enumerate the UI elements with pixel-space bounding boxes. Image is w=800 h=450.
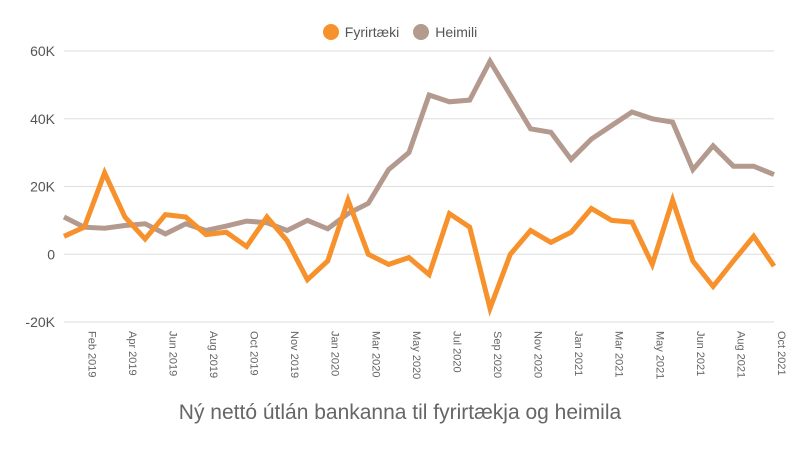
legend: Fyrirtæki Heimili [0,24,800,40]
x-tick-label: Mar 2020 [369,331,381,377]
legend-item-heimili[interactable]: Heimili [413,24,477,40]
x-tick-label: Nov 2019 [288,331,300,378]
x-axis: Feb 2019 Apr 2019 Jun 2019 Aug 2019 Oct 2019… [85,331,787,379]
x-tick-label: May 2020 [410,331,422,379]
y-tick-label: 0 [47,246,55,262]
x-tick-label: Sep 2020 [491,331,503,378]
x-tick-label: Aug 2019 [207,331,219,378]
legend-label-fyrirtaeki: Fyrirtæki [344,24,400,40]
x-tick-label: Jun 2021 [694,331,706,376]
legend-label-heimili: Heimili [435,24,478,40]
y-tick-label: -20K [25,314,55,330]
x-tick-label: Jan 2021 [572,331,584,376]
y-tick-label: 60K [30,43,56,59]
x-tick-label: Jul 2020 [450,331,462,373]
x-tick-label: Jan 2020 [329,331,341,376]
y-tick-label: 20K [30,179,56,195]
legend-item-fyrirtaeki[interactable]: Fyrirtæki [322,24,400,40]
x-tick-label: May 2021 [653,331,665,379]
x-tick-label: Oct 2019 [248,331,260,376]
x-tick-label: Mar 2021 [613,331,625,377]
x-tick-label: Oct 2021 [775,331,787,376]
x-tick-label: Apr 2019 [126,331,138,376]
grid-lines [64,50,774,323]
x-tick-label: Nov 2020 [532,331,544,378]
y-tick-label: 40K [30,111,56,127]
heimili-color-dot-icon [413,24,430,40]
y-axis: 60K 40K 20K 0 -20K [25,43,55,330]
fyrirtaeki-color-dot-icon [322,24,339,40]
series-lines [62,56,777,317]
chart-title: Ný nettó útlán bankanna til fyrirtækja o… [178,401,622,424]
series-line-heimili[interactable] [62,56,775,237]
series-line-fyrirtaeki[interactable] [62,166,777,317]
x-tick-label: Aug 2021 [734,331,746,378]
x-tick-label: Feb 2019 [85,331,97,377]
x-tick-label: Jun 2019 [166,331,178,376]
